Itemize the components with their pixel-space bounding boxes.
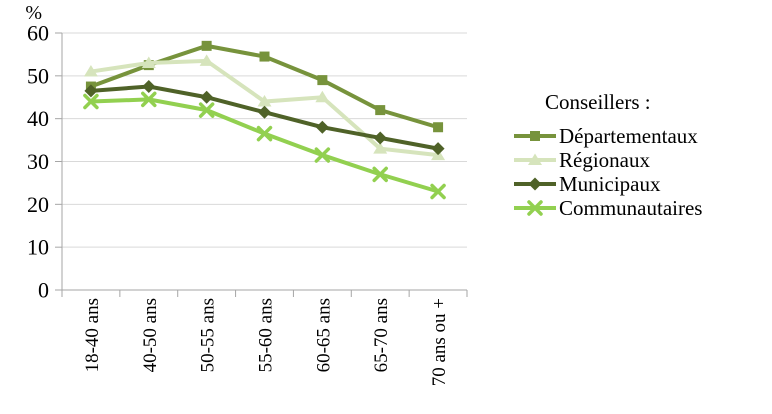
marker-square	[375, 105, 386, 116]
series-2	[84, 80, 445, 156]
legend-swatch	[514, 131, 556, 141]
marker-diamond	[142, 80, 156, 94]
marker-diamond	[431, 142, 445, 156]
line-plot: 0 10 20 30 40 50 60% 18-40 ans 40-50 ans 50-55 an…	[25, 2, 468, 386]
marker-x	[141, 91, 157, 108]
legend-item-1: Régionaux	[513, 148, 702, 172]
y-tick-label: 0	[38, 278, 49, 303]
y-tick-label: 20	[27, 192, 49, 217]
marker-diamond	[258, 105, 271, 119]
marker-diamond	[315, 120, 329, 134]
marker-x	[372, 166, 388, 183]
marker-square	[530, 131, 540, 141]
marker-diamond	[373, 131, 387, 145]
x-category-label: 60-65 ans	[313, 298, 334, 372]
legend-item-3: Communautaires	[513, 196, 702, 220]
y-tick-label: 60	[27, 21, 49, 46]
legend-item-label: Municipaux	[559, 171, 661, 196]
legend-items: Départementaux Régionaux Municipaux Communa…	[513, 124, 702, 220]
marker-triangle	[199, 54, 214, 66]
marker-x	[198, 102, 215, 118]
y-tick-label: 50	[27, 63, 49, 88]
x-category-label: 40-50 ans	[140, 298, 161, 372]
marker-triangle	[257, 95, 272, 107]
marker-triangle	[373, 142, 388, 154]
legend-swatch	[514, 200, 556, 216]
marker-x	[430, 183, 446, 200]
legend-swatch	[514, 177, 556, 191]
legend-item-label: Régionaux	[559, 147, 650, 172]
marker-diamond	[84, 84, 98, 98]
marker-x	[314, 147, 331, 163]
chart-legend: Conseillers : Départementaux Régionaux Mun…	[513, 90, 702, 220]
marker-x	[527, 200, 543, 216]
series-3	[83, 91, 446, 200]
x-category-label: 55-60 ans	[256, 298, 277, 372]
x-category-label: 50-55 ans	[198, 298, 219, 372]
legend-item-0: Départementaux	[513, 124, 702, 148]
marker-triangle	[315, 90, 330, 103]
legend-item-2: Municipaux	[513, 172, 702, 196]
x-category-label: 65-70 ans	[371, 298, 392, 372]
legend-swatch	[514, 153, 556, 165]
x-category-label: 18-40 ans	[82, 298, 103, 372]
marker-triangle	[141, 56, 156, 68]
legend-item-label: Communautaires	[559, 195, 703, 220]
marker-diamond	[528, 177, 542, 191]
y-tick-label: 10	[27, 235, 49, 260]
marker-square	[317, 75, 328, 86]
marker-triangle	[528, 153, 542, 165]
y-tick-label: 40	[27, 106, 49, 131]
legend-title: Conseillers :	[545, 90, 651, 114]
marker-x	[83, 93, 99, 110]
y-axis-unit-label: %	[25, 2, 42, 24]
y-tick-label: 30	[27, 149, 49, 174]
x-category-label: 70 ans ou +	[429, 298, 450, 386]
marker-square	[201, 40, 212, 51]
marker-diamond	[200, 90, 214, 104]
marker-square	[433, 122, 444, 133]
marker-square	[259, 51, 270, 62]
marker-x	[256, 125, 273, 142]
marker-triangle	[83, 65, 98, 77]
legend-item-label: Départementaux	[559, 123, 698, 148]
